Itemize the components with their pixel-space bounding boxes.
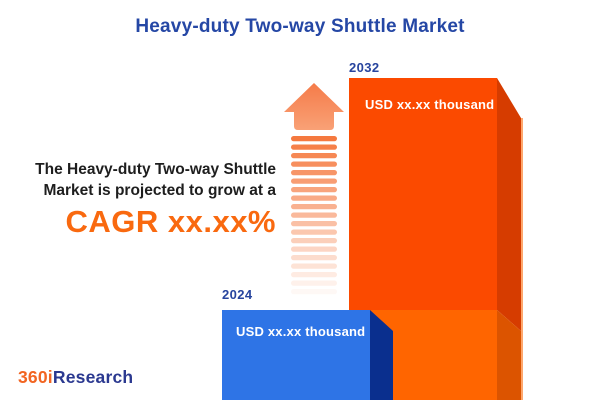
growth-arrow-icon [284, 83, 344, 130]
brand-logo-360i: 360i [18, 367, 53, 387]
cagr-value: CAGR xx.xx% [65, 204, 276, 239]
page-title: Heavy-duty Two-way Shuttle Market [135, 16, 465, 37]
growth-description-line2: Market is projected to grow at a [43, 182, 276, 199]
growth-description: The Heavy-duty Two-way Shuttle Market is… [20, 159, 276, 201]
growth-description-line1: The Heavy-duty Two-way Shuttle [35, 161, 276, 178]
brand-logo-research: Research [52, 367, 134, 387]
growth-arrow-dashes [291, 136, 337, 295]
bar-2024-value-label: USD xx.xx thousand [236, 324, 366, 339]
brand-logo: 360iResearch [18, 367, 133, 388]
bar-2032-year-label: 2032 [349, 60, 380, 75]
bar-2032-base-side [497, 310, 521, 400]
bar-2032-edge-highlight [521, 118, 523, 400]
bar-2032-side [497, 78, 521, 331]
bar-2032-value-label: USD xx.xx thousand [365, 97, 495, 112]
growth-text-block: The Heavy-duty Two-way Shuttle Market is… [20, 159, 276, 240]
bar-2024-side [370, 310, 393, 400]
bar-2032-face [349, 78, 497, 310]
bar-2024-year-label: 2024 [222, 287, 253, 302]
bar-2024-face [222, 310, 370, 400]
